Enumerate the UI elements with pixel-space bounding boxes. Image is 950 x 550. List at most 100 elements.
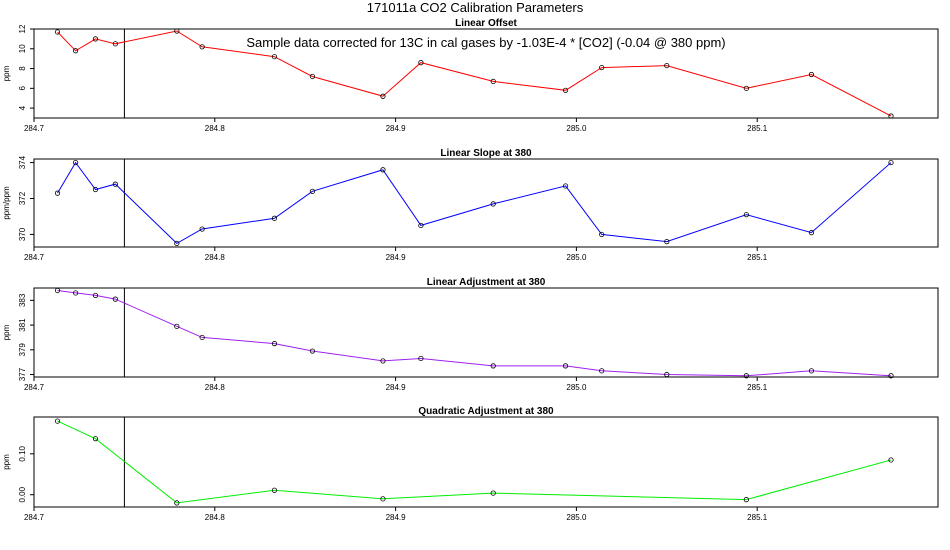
x-tick-label: 284.8: [205, 513, 226, 522]
y-axis-label: ppm: [2, 454, 11, 470]
data-point: [199, 44, 205, 50]
y-tick-label: 374: [18, 155, 27, 169]
data-point: [271, 487, 278, 493]
y-tick-label: 12: [18, 24, 27, 33]
x-tick-label: 284.7: [24, 513, 45, 522]
x-tick-label: 284.8: [205, 253, 226, 262]
data-point: [743, 85, 749, 91]
data-point: [888, 159, 894, 166]
data-point: [562, 87, 569, 93]
data-point: [380, 496, 386, 502]
data-point: [309, 348, 316, 354]
data-point: [664, 62, 670, 69]
series-line: [57, 161, 892, 245]
x-tick-label: 284.7: [24, 253, 45, 262]
y-tick-label: 6: [18, 86, 27, 91]
data-point: [72, 159, 79, 166]
data-point: [174, 500, 180, 506]
data-point: [174, 323, 180, 329]
data-point: [271, 215, 278, 221]
x-tick-label: 284.7: [24, 124, 45, 133]
plot-frame: [33, 28, 939, 119]
x-tick-label: 284.9: [386, 513, 407, 522]
data-point: [271, 341, 278, 347]
panel-title: Linear Adjustment at 380: [427, 277, 546, 288]
data-point: [92, 36, 99, 42]
data-point: [418, 60, 424, 66]
data-point: [599, 64, 605, 71]
x-tick-label: 284.7: [24, 383, 45, 392]
data-point: [112, 41, 118, 47]
data-point: [888, 373, 894, 379]
data-point: [599, 368, 605, 374]
data-point: [380, 358, 386, 364]
x-tick-label: 285.1: [747, 253, 768, 262]
data-point: [562, 183, 569, 189]
x-tick-label: 284.9: [386, 383, 407, 392]
data-point: [112, 296, 118, 302]
y-tick-label: 4: [18, 105, 27, 110]
y-tick-label: 379: [18, 343, 27, 357]
data-point: [199, 334, 205, 341]
data-point: [490, 490, 496, 496]
data-point: [808, 368, 815, 374]
y-tick-label: 0.10: [18, 445, 27, 461]
y-tick-label: 372: [18, 191, 27, 205]
panel-title: Linear Slope at 380: [440, 148, 532, 159]
x-tick-label: 284.9: [386, 124, 407, 133]
x-tick-label: 284.8: [205, 383, 226, 392]
correction-note: Sample data corrected for 13C in cal gas…: [246, 35, 725, 50]
data-point: [418, 355, 424, 362]
data-point: [808, 230, 815, 236]
data-point: [54, 287, 61, 294]
page-title: 171011a CO2 Calibration Parameters: [367, 0, 584, 15]
data-point: [490, 363, 496, 369]
y-axis-label: ppm: [2, 324, 11, 340]
y-tick-label: 377: [18, 367, 27, 381]
data-point: [72, 48, 79, 54]
data-point: [743, 497, 749, 503]
data-point: [92, 186, 99, 193]
y-axis-label: ppm: [2, 65, 11, 81]
data-point: [112, 181, 118, 187]
series-line: [57, 290, 892, 377]
data-point: [380, 93, 386, 99]
data-point: [271, 54, 278, 60]
data-point: [72, 290, 79, 296]
x-tick-label: 285.1: [747, 383, 768, 392]
x-tick-label: 285.0: [566, 513, 587, 522]
x-tick-label: 285.1: [747, 124, 768, 133]
x-tick-label: 284.9: [386, 253, 407, 262]
y-tick-label: 0.00: [18, 486, 27, 502]
data-point: [54, 418, 61, 424]
data-point: [199, 226, 205, 232]
series-line: [57, 420, 892, 504]
x-tick-label: 284.8: [205, 124, 226, 133]
data-point: [92, 436, 99, 442]
x-tick-label: 285.0: [566, 253, 587, 262]
x-tick-label: 285.1: [747, 513, 768, 522]
x-tick-label: 285.0: [566, 124, 587, 133]
data-point: [92, 292, 99, 299]
data-point: [418, 222, 424, 229]
data-point: [562, 363, 569, 369]
data-point: [309, 188, 316, 194]
y-tick-label: 8: [18, 66, 27, 71]
data-point: [599, 231, 605, 238]
y-tick-label: 381: [18, 318, 27, 332]
data-point: [888, 113, 894, 119]
data-point: [743, 212, 749, 218]
data-point: [54, 190, 61, 196]
data-point: [309, 73, 316, 80]
data-point: [808, 71, 815, 78]
plot-frame: [33, 416, 939, 508]
data-point: [490, 201, 496, 207]
data-point: [380, 167, 386, 173]
data-point: [888, 457, 894, 463]
data-point: [174, 240, 180, 247]
data-point: [54, 29, 61, 35]
data-point: [664, 239, 670, 245]
data-point: [490, 78, 496, 85]
